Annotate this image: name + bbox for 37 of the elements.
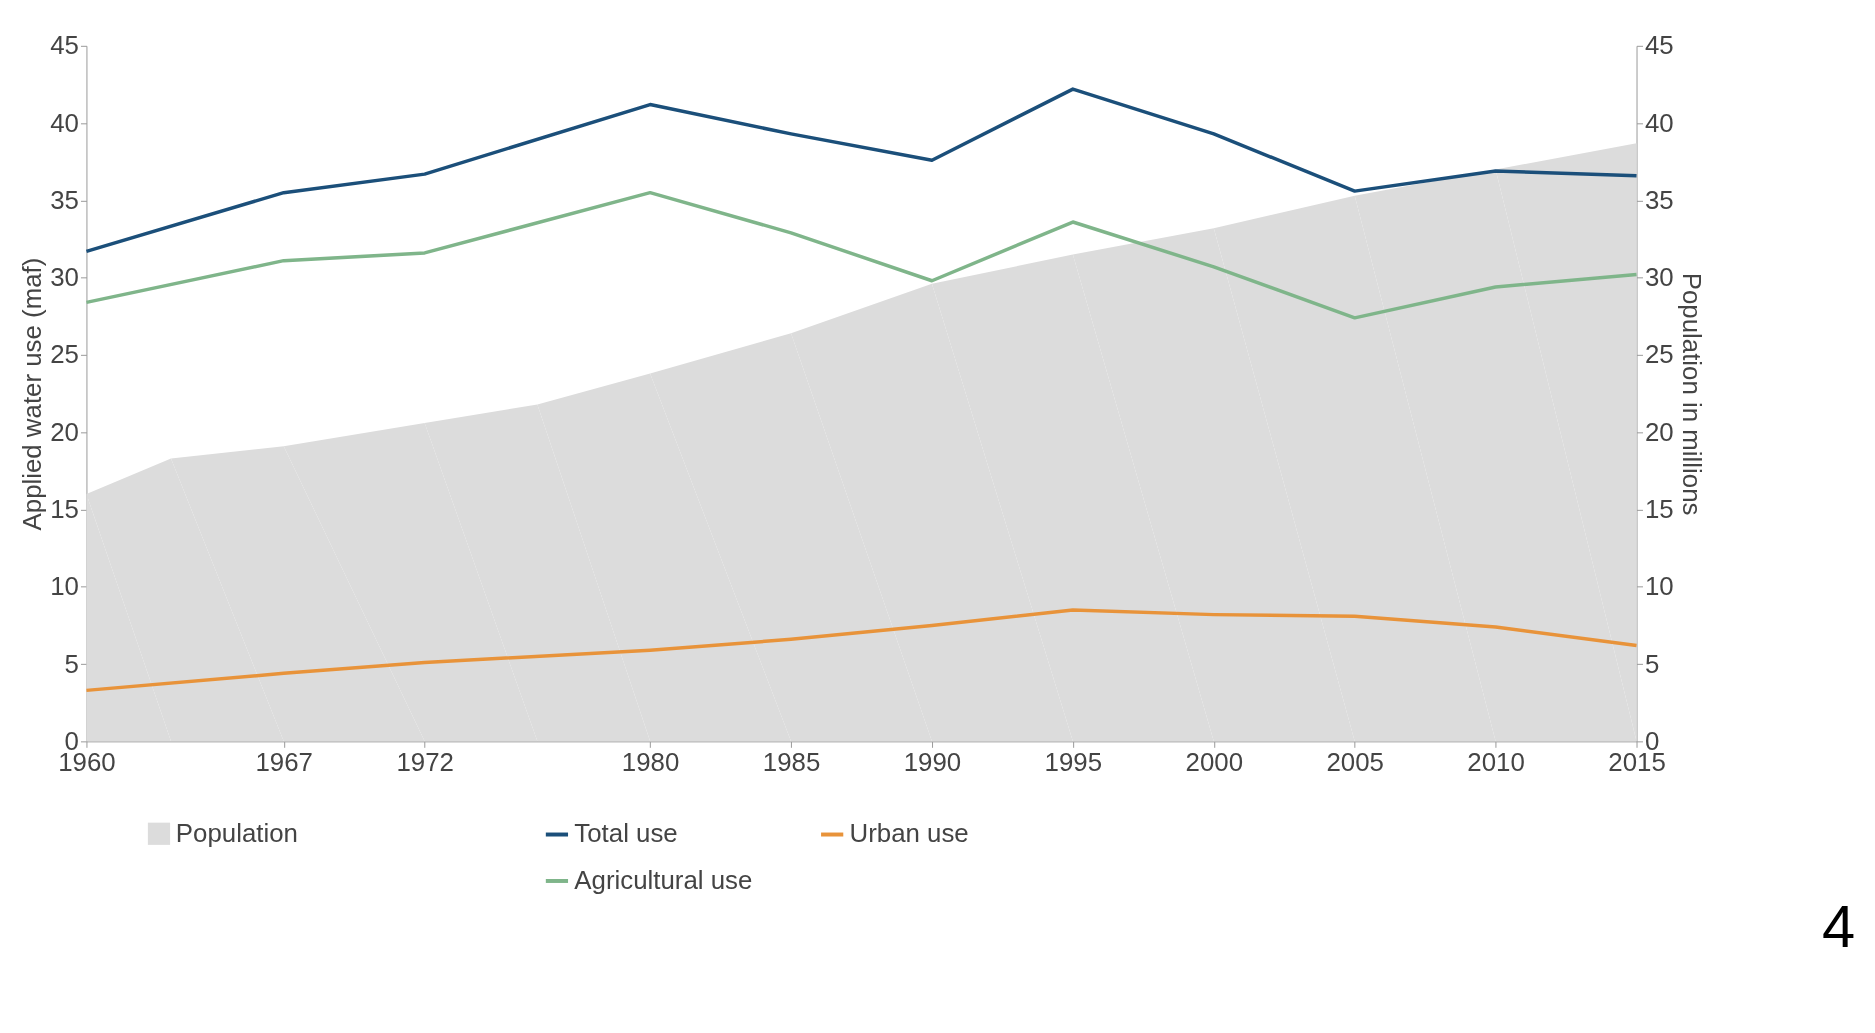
y2-tick-label: 40 bbox=[1644, 108, 1674, 137]
x-tick-label: 2010 bbox=[1467, 747, 1525, 776]
y2-tick-label: 10 bbox=[1644, 572, 1674, 601]
y2-tick-label: 25 bbox=[1644, 340, 1674, 369]
y-tick-label: 20 bbox=[50, 417, 79, 446]
y2-tick-label: 45 bbox=[1644, 31, 1674, 60]
y-tick-label: 35 bbox=[50, 185, 79, 214]
y2-tick-label: 30 bbox=[1644, 263, 1674, 292]
y2-axis-title: Population in millions bbox=[1677, 272, 1706, 516]
x-tick-label: 1985 bbox=[762, 747, 821, 776]
text: 4 bbox=[1821, 893, 1856, 961]
y-tick-label: 45 bbox=[50, 31, 79, 60]
x-tick-label: 2005 bbox=[1326, 747, 1384, 776]
x-tick-label: 1967 bbox=[255, 747, 313, 776]
legend-label: Agricultural use bbox=[574, 865, 753, 894]
legend-label: Urban use bbox=[849, 819, 969, 848]
y-tick-label: 30 bbox=[50, 263, 79, 292]
x-tick-label: 1990 bbox=[903, 747, 962, 776]
y2-tick-label: 15 bbox=[1644, 494, 1674, 523]
line-series bbox=[84, 608, 1639, 693]
line-series bbox=[84, 190, 1639, 320]
x-tick-label: 2000 bbox=[1185, 747, 1244, 776]
y-tick-label: 5 bbox=[64, 649, 79, 678]
y2-tick-label: 20 bbox=[1644, 417, 1674, 446]
y-tick-label: 25 bbox=[50, 340, 79, 369]
y-tick-label: 15 bbox=[50, 494, 79, 523]
y-axis-title: Applied water use (maf) bbox=[18, 257, 47, 531]
legend-label: Total use bbox=[574, 819, 678, 848]
x-tick-label: 1972 bbox=[396, 747, 454, 776]
x-tick-label: 1995 bbox=[1044, 747, 1103, 776]
y-tick-label: 40 bbox=[50, 108, 79, 137]
y-tick-label: 10 bbox=[50, 572, 79, 601]
line-series bbox=[84, 87, 1639, 254]
legend-label: Population bbox=[175, 818, 298, 847]
y2-tick-label: 5 bbox=[1644, 649, 1660, 678]
x-tick-label: 1980 bbox=[621, 747, 680, 776]
y2-tick-label: 35 bbox=[1644, 185, 1674, 214]
